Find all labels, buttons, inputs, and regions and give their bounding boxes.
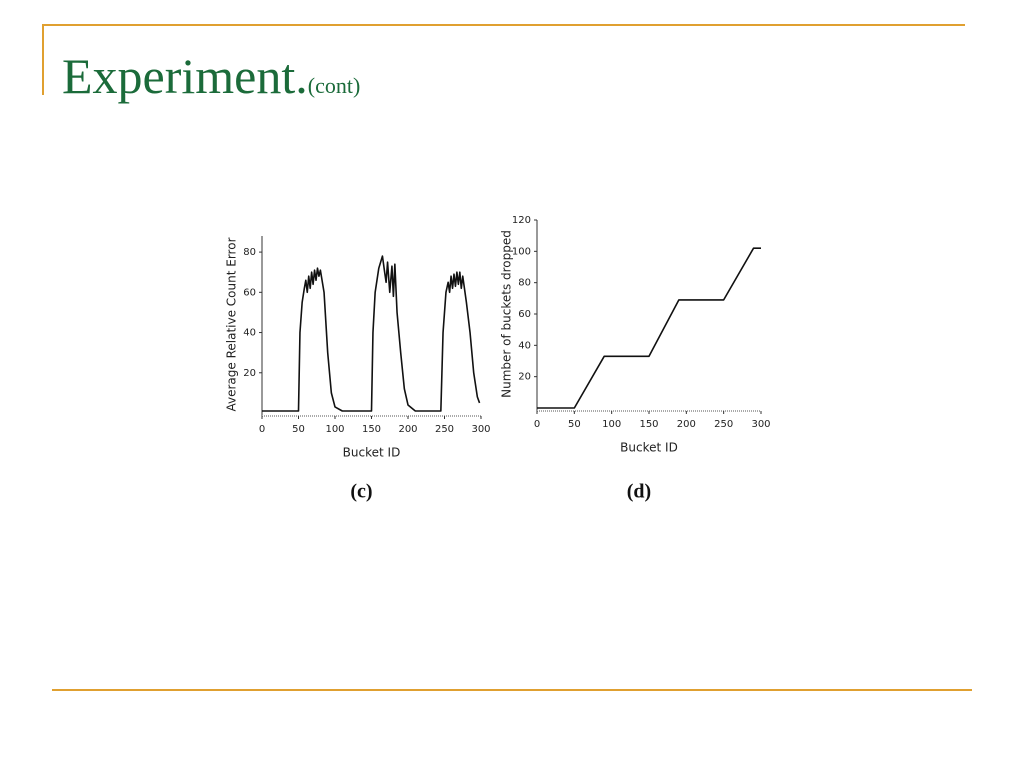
title-suffix: (cont) [308, 73, 361, 98]
slide-title: Experiment.(cont) [62, 48, 360, 104]
x-tick-label: 50 [568, 419, 581, 430]
y-tick-label: 40 [518, 340, 531, 351]
x-tick-label: 100 [325, 424, 344, 435]
x-tick-label: 300 [471, 424, 490, 435]
x-tick-label: 150 [362, 424, 381, 435]
data-line [262, 255, 481, 412]
x-tick-label: 0 [259, 424, 265, 435]
y-tick-label: 80 [518, 278, 531, 289]
y-axis-label: Number of buckets dropped [500, 230, 514, 398]
x-tick-label: 0 [534, 419, 540, 430]
x-axis-label: Bucket ID [343, 446, 401, 460]
x-axis-label: Bucket ID [620, 441, 678, 455]
title-main: Experiment. [62, 48, 308, 104]
x-tick-label: 200 [398, 424, 417, 435]
y-tick-label: 60 [518, 309, 531, 320]
y-axis-label: Average Relative Count Error [225, 237, 239, 411]
x-tick-label: 150 [639, 419, 658, 430]
y-tick-label: 20 [518, 372, 531, 383]
caption: (c) [350, 481, 372, 503]
y-tick-label: 40 [243, 328, 256, 339]
caption: (d) [627, 481, 651, 503]
x-tick-label: 50 [292, 424, 305, 435]
y-tick-label: 100 [512, 246, 531, 257]
x-tick-label: 250 [435, 424, 454, 435]
x-tick-label: 200 [677, 419, 696, 430]
x-tick-label: 300 [751, 419, 770, 430]
x-tick-label: 250 [714, 419, 733, 430]
data-line [537, 247, 761, 409]
x-tick-label: 100 [602, 419, 621, 430]
y-tick-label: 20 [243, 368, 256, 379]
y-tick-label: 60 [243, 287, 256, 298]
y-tick-label: 80 [243, 247, 256, 258]
y-tick-label: 120 [512, 215, 531, 226]
